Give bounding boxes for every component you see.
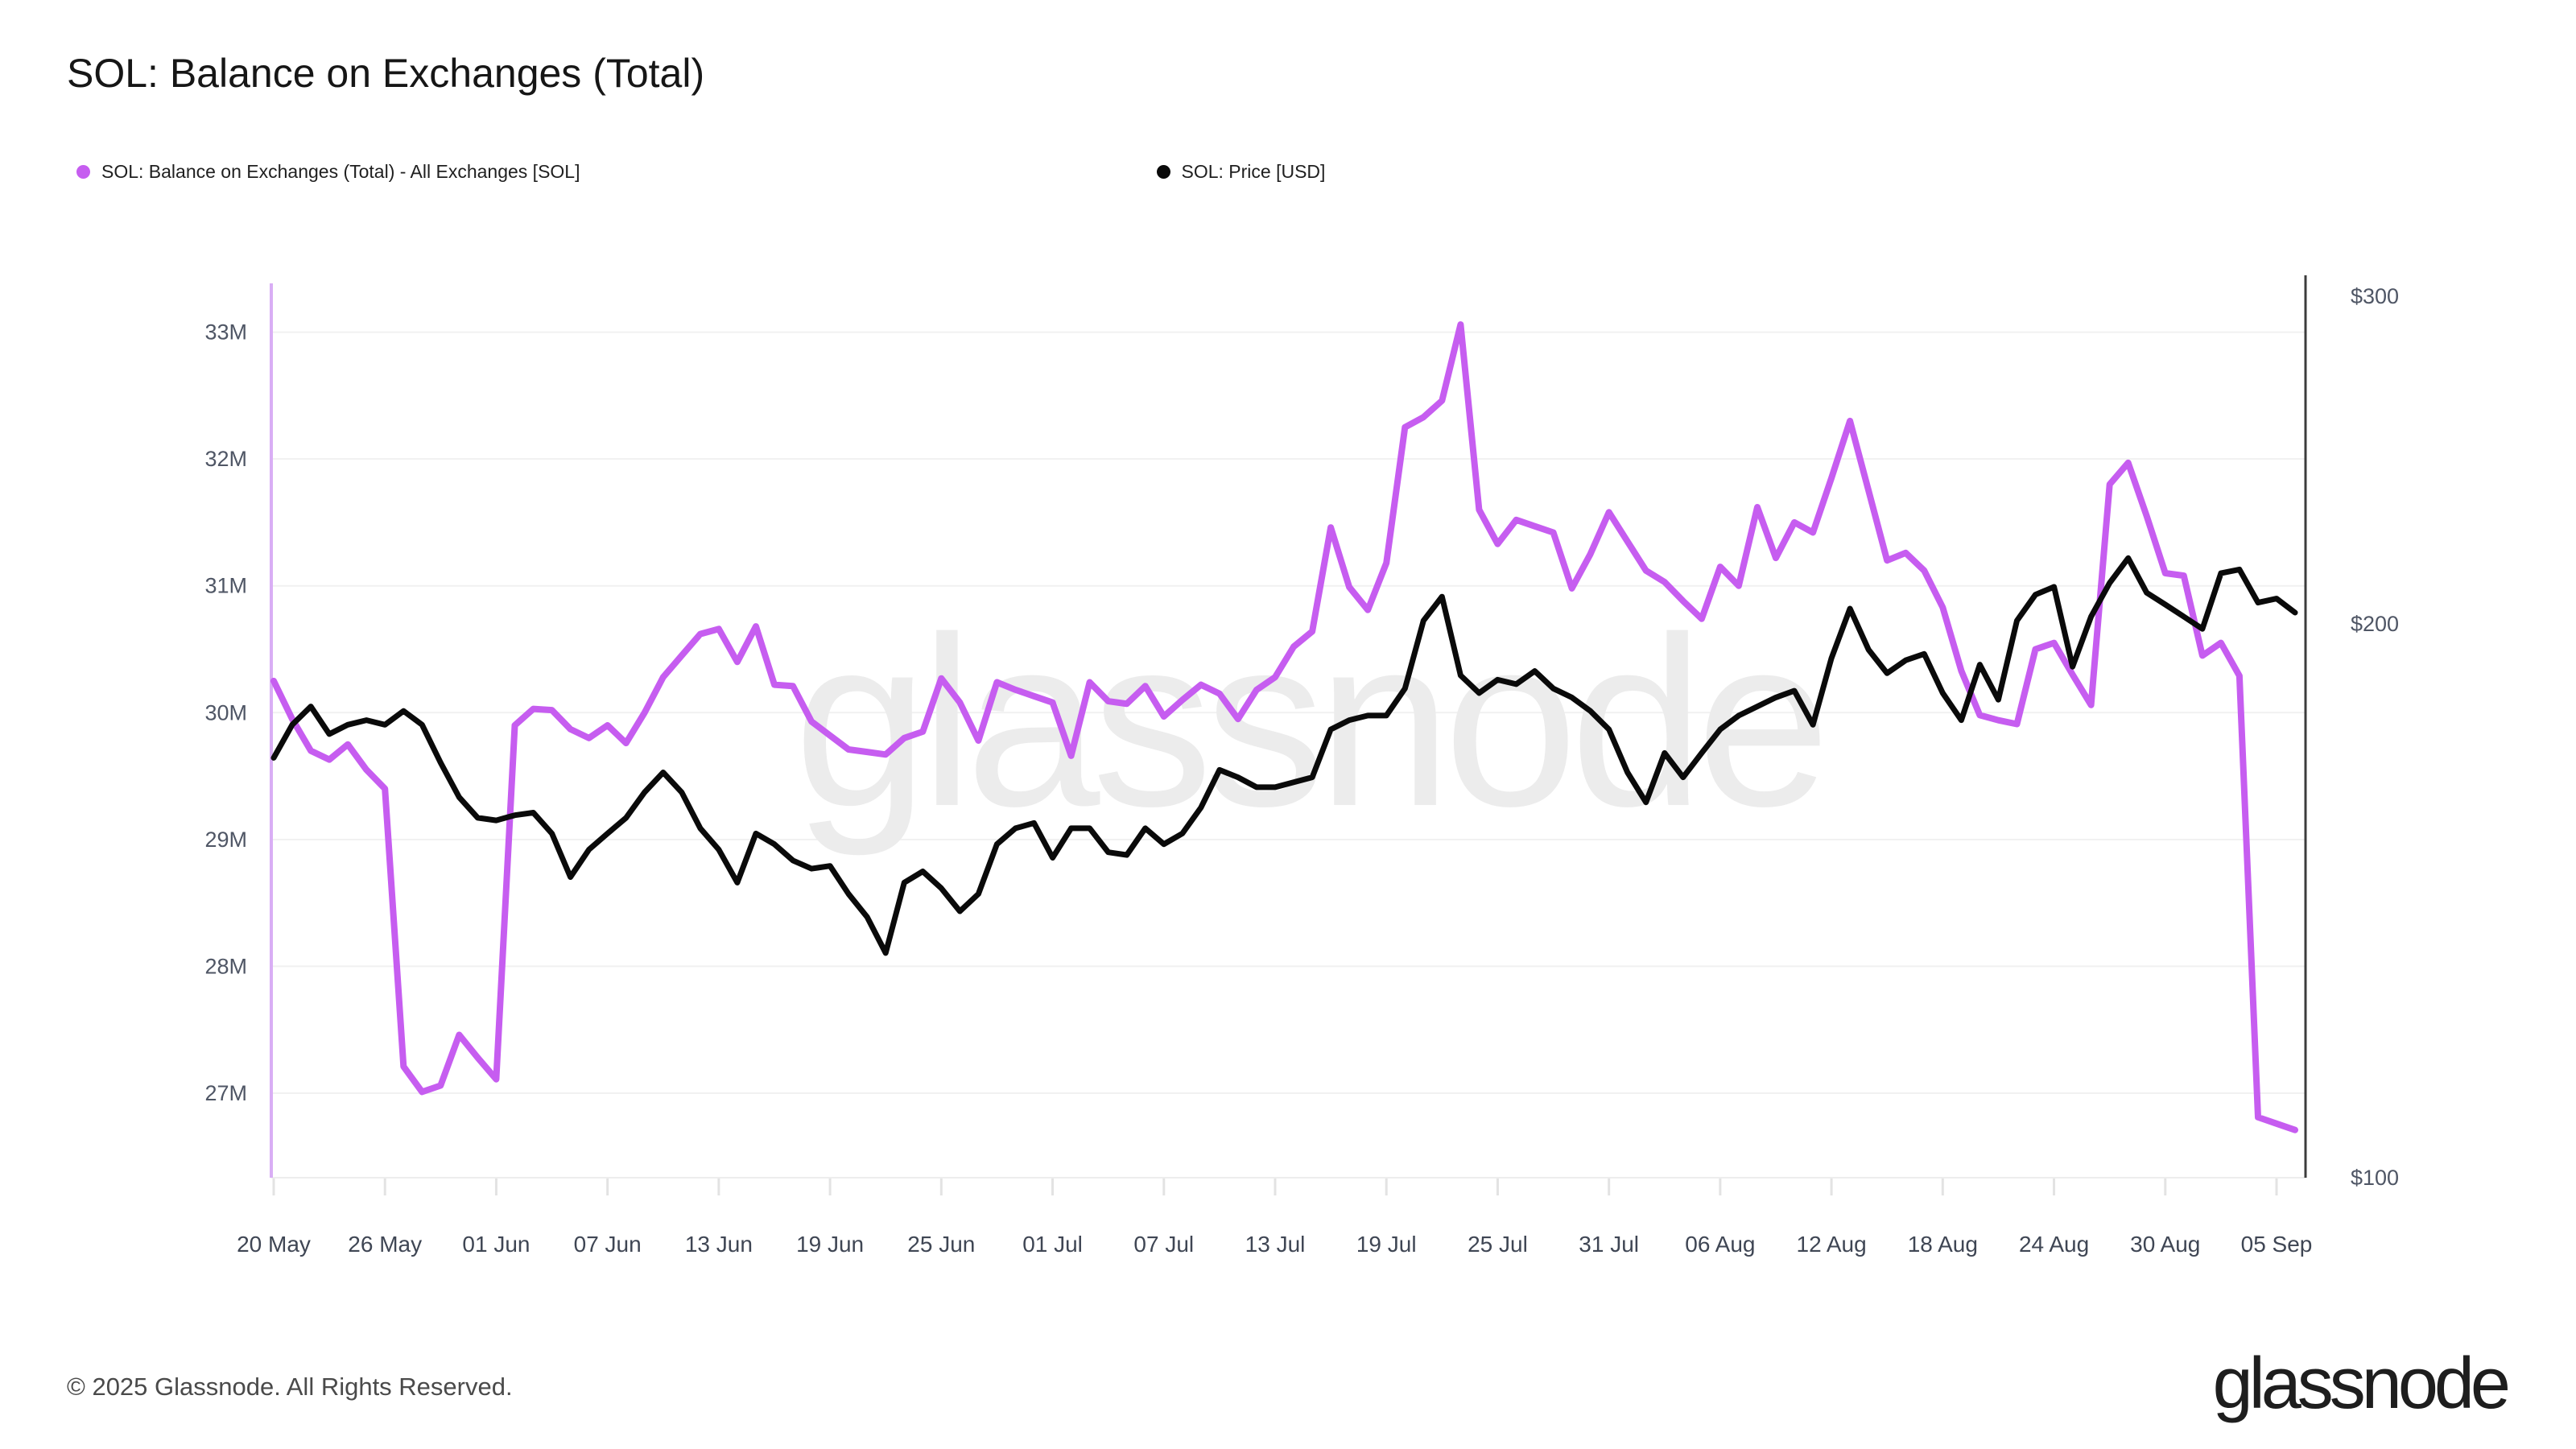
x-axis-tick-label: 18 Aug <box>1908 1232 1978 1257</box>
x-axis-tick-label: 19 Jun <box>796 1232 864 1257</box>
legend-item-price-label: SOL: Price [USD] <box>1181 161 1326 182</box>
copyright-text: © 2025 Glassnode. All Rights Reserved. <box>67 1373 513 1401</box>
x-axis-tick-label: 31 Jul <box>1579 1232 1639 1257</box>
price-series-dot-icon <box>1156 165 1170 179</box>
x-axis-tick-label: 07 Jul <box>1133 1232 1194 1257</box>
x-axis-tick-label: 05 Sep <box>2241 1232 2313 1257</box>
left-axis-tick-label: 33M <box>204 320 247 345</box>
x-axis-tick-label: 13 Jul <box>1245 1232 1306 1257</box>
legend-item-balance[interactable]: SOL: Balance on Exchanges (Total) - All … <box>76 161 580 183</box>
left-axis-tick-label: 27M <box>204 1081 247 1105</box>
balance-series-dot-icon <box>76 165 90 179</box>
left-axis-tick-label: 28M <box>204 954 247 978</box>
x-axis-tick-label: 07 Jun <box>574 1232 642 1257</box>
x-axis-tick-label: 13 Jun <box>685 1232 753 1257</box>
x-axis-tick-label: 25 Jul <box>1468 1232 1528 1257</box>
glassnode-logo: glassnode <box>2212 1344 2511 1424</box>
right-axis-tick-label: $300 <box>2351 284 2399 308</box>
x-axis-tick-label: 25 Jun <box>907 1232 975 1257</box>
x-axis-tick-label: 20 May <box>237 1232 311 1257</box>
page-title: SOL: Balance on Exchanges (Total) <box>67 51 705 96</box>
right-axis-tick-label: $200 <box>2351 612 2399 636</box>
x-axis-tick-label: 01 Jul <box>1022 1232 1083 1257</box>
price-series-line <box>270 555 2298 956</box>
x-axis-tick-label: 26 May <box>348 1232 422 1257</box>
right-axis-tick-label: $100 <box>2351 1166 2399 1190</box>
glassnode-watermark: glassnode <box>794 586 1823 858</box>
left-axis-tick-label: 29M <box>204 828 247 852</box>
chart-legend: SOL: Balance on Exchanges (Total) - All … <box>76 161 1325 183</box>
x-axis-tick-label: 01 Jun <box>462 1232 530 1257</box>
left-axis-tick-label: 32M <box>204 447 247 471</box>
legend-item-balance-label: SOL: Balance on Exchanges (Total) - All … <box>101 161 580 182</box>
x-axis-tick-label: 06 Aug <box>1685 1232 1755 1257</box>
x-axis-tick-label: 24 Aug <box>2019 1232 2089 1257</box>
x-axis-tick-label: 19 Jul <box>1356 1232 1417 1257</box>
left-axis-tick-label: 31M <box>204 574 247 598</box>
legend-item-price[interactable]: SOL: Price [USD] <box>1156 161 1326 183</box>
x-axis-tick-label: 30 Aug <box>2130 1232 2200 1257</box>
left-axis-tick-label: 30M <box>204 700 247 724</box>
x-axis-tick-label: 12 Aug <box>1797 1232 1867 1257</box>
balance-series-line <box>270 321 2298 1133</box>
